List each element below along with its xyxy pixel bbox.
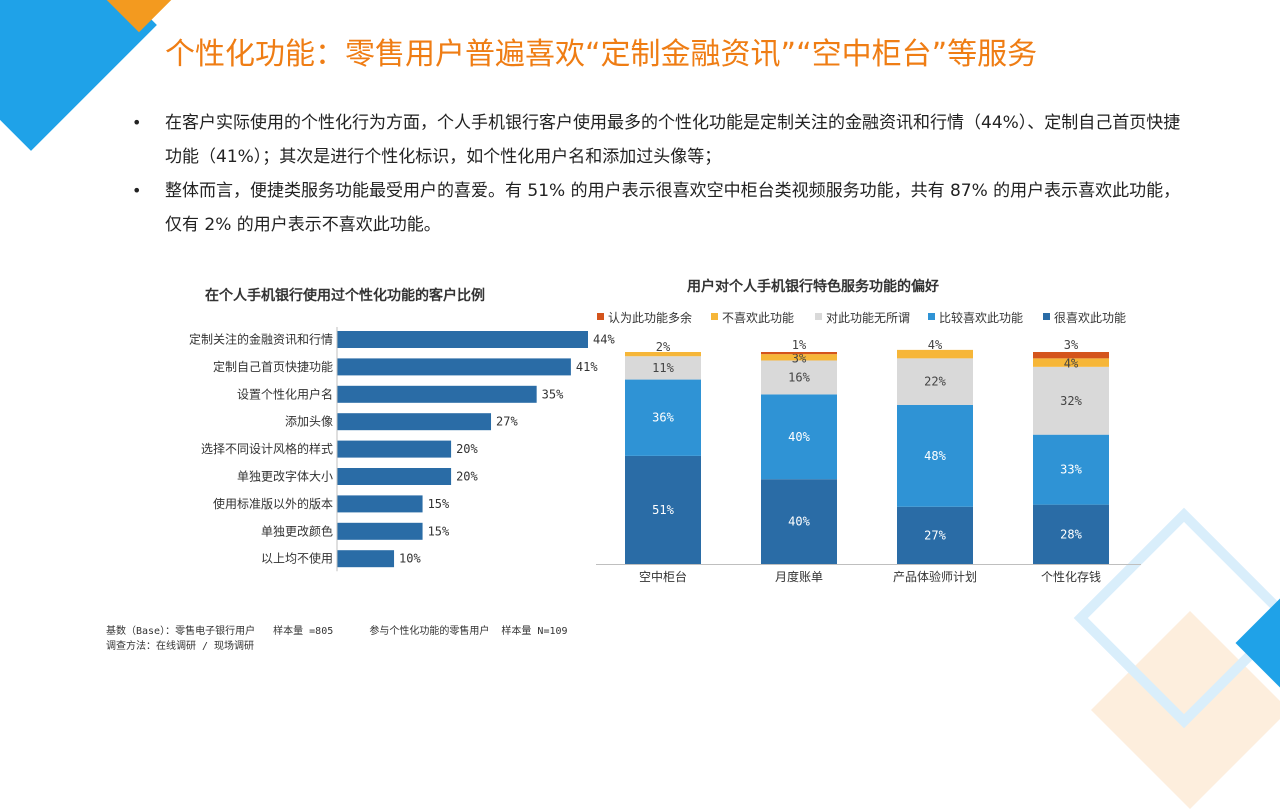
segment-value-label: 4% (928, 338, 943, 352)
stacked-segment (1033, 434, 1109, 505)
legend-label: 认为此功能多余 (608, 310, 692, 325)
segment-value-label: 48% (924, 449, 946, 463)
bar (337, 440, 452, 458)
bar-value-label: 44% (593, 333, 615, 347)
segment-value-label: 3% (792, 351, 807, 365)
stacked-segment (897, 405, 973, 507)
stacked-segment (625, 352, 701, 357)
segment-value-label: 40% (788, 515, 810, 529)
stacked-segment (761, 354, 837, 361)
stacked-segment (761, 352, 837, 355)
bar-category-label: 添加头像 (285, 415, 333, 429)
bar-category-label: 单独更改字体大小 (237, 469, 333, 484)
bar-category-label: 设置个性化用户名 (237, 386, 333, 401)
segment-value-label: 36% (652, 411, 674, 425)
stacked-segment (1033, 358, 1109, 367)
stacked-segment (625, 356, 701, 380)
stacked-segment (897, 349, 973, 359)
legend-label: 不喜欢此功能 (722, 310, 794, 325)
chart2-title: 用户对个人手机银行特色服务功能的偏好 (687, 279, 939, 295)
bar-category-label: 单独更改颜色 (261, 523, 333, 538)
segment-value-label: 11% (652, 361, 674, 375)
stacked-segment (761, 479, 837, 564)
segment-value-label: 3% (1064, 338, 1079, 352)
bar (337, 385, 537, 403)
bar-value-label: 15% (428, 524, 450, 538)
legend-label: 比较喜欢此功能 (939, 310, 1023, 325)
bar-value-label: 27% (496, 415, 518, 429)
bar (337, 550, 395, 568)
footnote: 基数（Base）：零售电子银行用户 样本量 =805 参与个性化功能的零售用户 … (106, 624, 568, 654)
bullet-list: • 在客户实际使用的个性化行为方面，个人手机银行客户使用最多的个性化功能是定制关… (132, 106, 1192, 242)
chart1-title: 在个人手机银行使用过个性化功能的客户比例 (205, 288, 485, 304)
stacked-segment (1033, 352, 1109, 359)
bar-value-label: 20% (456, 470, 478, 484)
segment-value-label: 32% (1060, 394, 1082, 408)
segment-value-label: 16% (788, 370, 810, 384)
bar-category-label: 选择不同设计风格的样式 (201, 441, 333, 456)
bar (337, 413, 492, 431)
segment-value-label: 28% (1060, 527, 1082, 541)
bar-category-label: 使用标准版以外的版本 (213, 496, 333, 511)
legend-label: 对此功能无所谓 (826, 311, 910, 325)
segment-value-label: 22% (924, 375, 946, 389)
bar-value-label: 20% (456, 442, 478, 456)
bullet-text: 整体而言，便捷类服务功能最受用户的喜爱。有 51% 的用户表示很喜欢空中柜台类视… (165, 181, 1181, 235)
bar (337, 331, 588, 348)
column-category-label: 个性化存钱 (1041, 569, 1101, 584)
segment-value-label: 40% (788, 430, 810, 444)
segment-value-label: 27% (924, 528, 946, 542)
segment-value-label: 4% (1064, 357, 1079, 371)
stacked-segment (625, 379, 701, 456)
stacked-segment (1033, 504, 1109, 564)
stacked-segment (761, 394, 837, 480)
bar-value-label: 35% (542, 387, 564, 401)
footnote-base: 基数（Base）：零售电子银行用户 样本量 =805 参与个性化功能的零售用户 … (106, 626, 568, 637)
bar (337, 495, 423, 513)
bullet-dot-icon: • (132, 181, 142, 200)
bar-category-label: 定制自己首页快捷功能 (213, 359, 333, 374)
slide-title: 个性化功能：零售用户普遍喜欢“定制金融资讯”“空中柜台”等服务 (165, 37, 1038, 72)
bullet-item: • 在客户实际使用的个性化行为方面，个人手机银行客户使用最多的个性化功能是定制关… (132, 106, 1192, 174)
charts-canvas: 定制关注的金融资讯和行情 44% 定制自己首页快捷功能 41% 设置个性化用户名 35% 添… (189, 310, 1141, 584)
stacked-segment (761, 360, 837, 395)
column-category-label: 空中柜台 (639, 569, 687, 584)
legend-swatch (711, 313, 718, 320)
column-category-label: 月度账单 (775, 569, 823, 584)
bar-value-label: 41% (576, 360, 598, 374)
legend-swatch (815, 313, 822, 320)
bar-category-label: 定制关注的金融资讯和行情 (189, 332, 333, 347)
bar (337, 358, 571, 376)
legend-swatch (928, 313, 935, 320)
segment-value-label: 33% (1060, 463, 1082, 477)
bar (337, 468, 452, 485)
column-category-label: 产品体验师计划 (893, 569, 977, 584)
segment-value-label: 1% (792, 338, 807, 352)
bullet-dot-icon: • (132, 113, 142, 132)
segment-value-label: 2% (656, 340, 671, 354)
bar-value-label: 15% (428, 497, 450, 511)
stacked-segment (1033, 366, 1109, 435)
bullet-item: • 整体而言，便捷类服务功能最受用户的喜爱。有 51% 的用户表示很喜欢空中柜台… (132, 174, 1192, 242)
footnote-method: 调查方法：在线调研 / 现场调研 (106, 641, 255, 652)
segment-value-label: 51% (652, 503, 674, 517)
legend-label: 很喜欢此功能 (1054, 310, 1126, 325)
bar-value-label: 10% (399, 552, 421, 566)
bar (337, 522, 423, 540)
bar-category-label: 以上均不使用 (261, 551, 333, 566)
stacked-segment (897, 506, 973, 564)
legend-swatch (1043, 313, 1050, 320)
legend-swatch (597, 313, 604, 320)
stacked-segment (625, 455, 701, 564)
stacked-segment (897, 358, 973, 405)
bullet-text: 在客户实际使用的个性化行为方面，个人手机银行客户使用最多的个性化功能是定制关注的… (165, 113, 1181, 167)
